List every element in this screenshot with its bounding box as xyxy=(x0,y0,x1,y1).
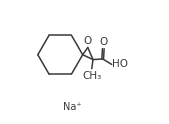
Text: CH₃: CH₃ xyxy=(82,71,101,81)
Text: Na⁺: Na⁺ xyxy=(63,102,82,112)
Text: HO: HO xyxy=(112,59,128,69)
Text: O: O xyxy=(84,36,92,46)
Text: O: O xyxy=(99,37,107,47)
